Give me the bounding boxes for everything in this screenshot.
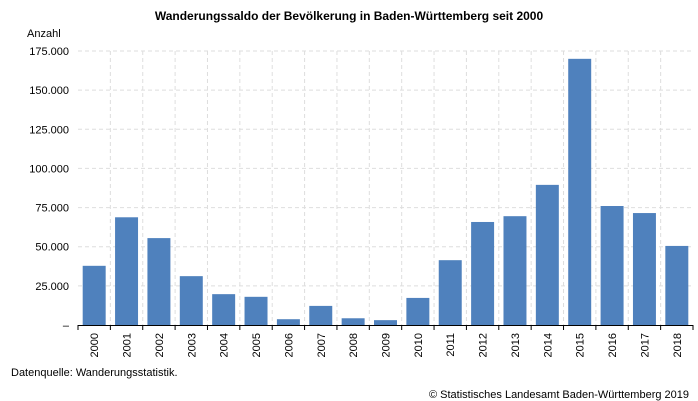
y-tick-label: 125.000 <box>29 124 69 136</box>
x-tick-label: 2007 <box>316 333 328 357</box>
y-tick-label: 100.000 <box>29 163 69 175</box>
x-tick-label: 2017 <box>639 333 651 357</box>
x-tick-label: 2015 <box>575 333 587 357</box>
bar-2011 <box>438 260 462 325</box>
x-tick-label: 2005 <box>251 333 263 357</box>
copyright-note: © Statistisches Landesamt Baden-Württemb… <box>428 389 689 401</box>
y-tick-label: 150.000 <box>29 85 69 97</box>
bar-2001 <box>115 217 139 325</box>
bar-2012 <box>471 221 495 325</box>
x-tick-label: 2002 <box>154 333 166 357</box>
bar-2015 <box>568 58 592 325</box>
bar-2017 <box>632 213 656 325</box>
x-tick-label: 2013 <box>510 333 522 357</box>
bar-2007 <box>309 305 333 325</box>
bar-2013 <box>503 216 527 325</box>
bar-2004 <box>212 294 236 325</box>
y-tick-label: – <box>63 320 70 332</box>
y-tick-label: 50.000 <box>35 242 69 254</box>
bar-2000 <box>82 265 106 325</box>
data-source-note: Datenquelle: Wanderungsstatistik. <box>11 367 178 379</box>
bar-2003 <box>179 276 203 325</box>
y-axis-label: Anzahl <box>27 28 61 40</box>
x-tick-label: 2018 <box>672 333 684 357</box>
y-tick-label: 25.000 <box>35 281 69 293</box>
x-tick-label: 2010 <box>413 333 425 357</box>
bar-2014 <box>535 184 559 325</box>
x-tick-label: 2004 <box>219 333 231 357</box>
bar-2018 <box>665 245 689 325</box>
bar-2016 <box>600 206 624 325</box>
y-tick-label: 175.000 <box>29 46 69 58</box>
x-tick-label: 2000 <box>89 333 101 357</box>
x-tick-label: 2003 <box>186 333 198 357</box>
x-tick-label: 2012 <box>478 333 490 357</box>
x-tick-label: 2006 <box>283 333 295 357</box>
bar-2006 <box>276 319 300 325</box>
chart-title: Wanderungssaldo der Bevölkerung in Baden… <box>154 9 544 23</box>
x-tick-label: 2011 <box>445 333 457 357</box>
x-tick-label: 2008 <box>348 333 360 357</box>
bar-2009 <box>374 320 397 325</box>
y-tick-label: 75.000 <box>35 203 69 215</box>
bar-2008 <box>341 318 365 325</box>
bar-2005 <box>244 296 268 325</box>
x-tick-label: 2016 <box>607 333 619 357</box>
x-tick-label: 2001 <box>122 333 134 357</box>
x-tick-label: 2009 <box>381 333 393 357</box>
bar-2002 <box>147 238 171 325</box>
bar-2010 <box>406 297 430 325</box>
x-tick-label: 2014 <box>542 333 554 357</box>
